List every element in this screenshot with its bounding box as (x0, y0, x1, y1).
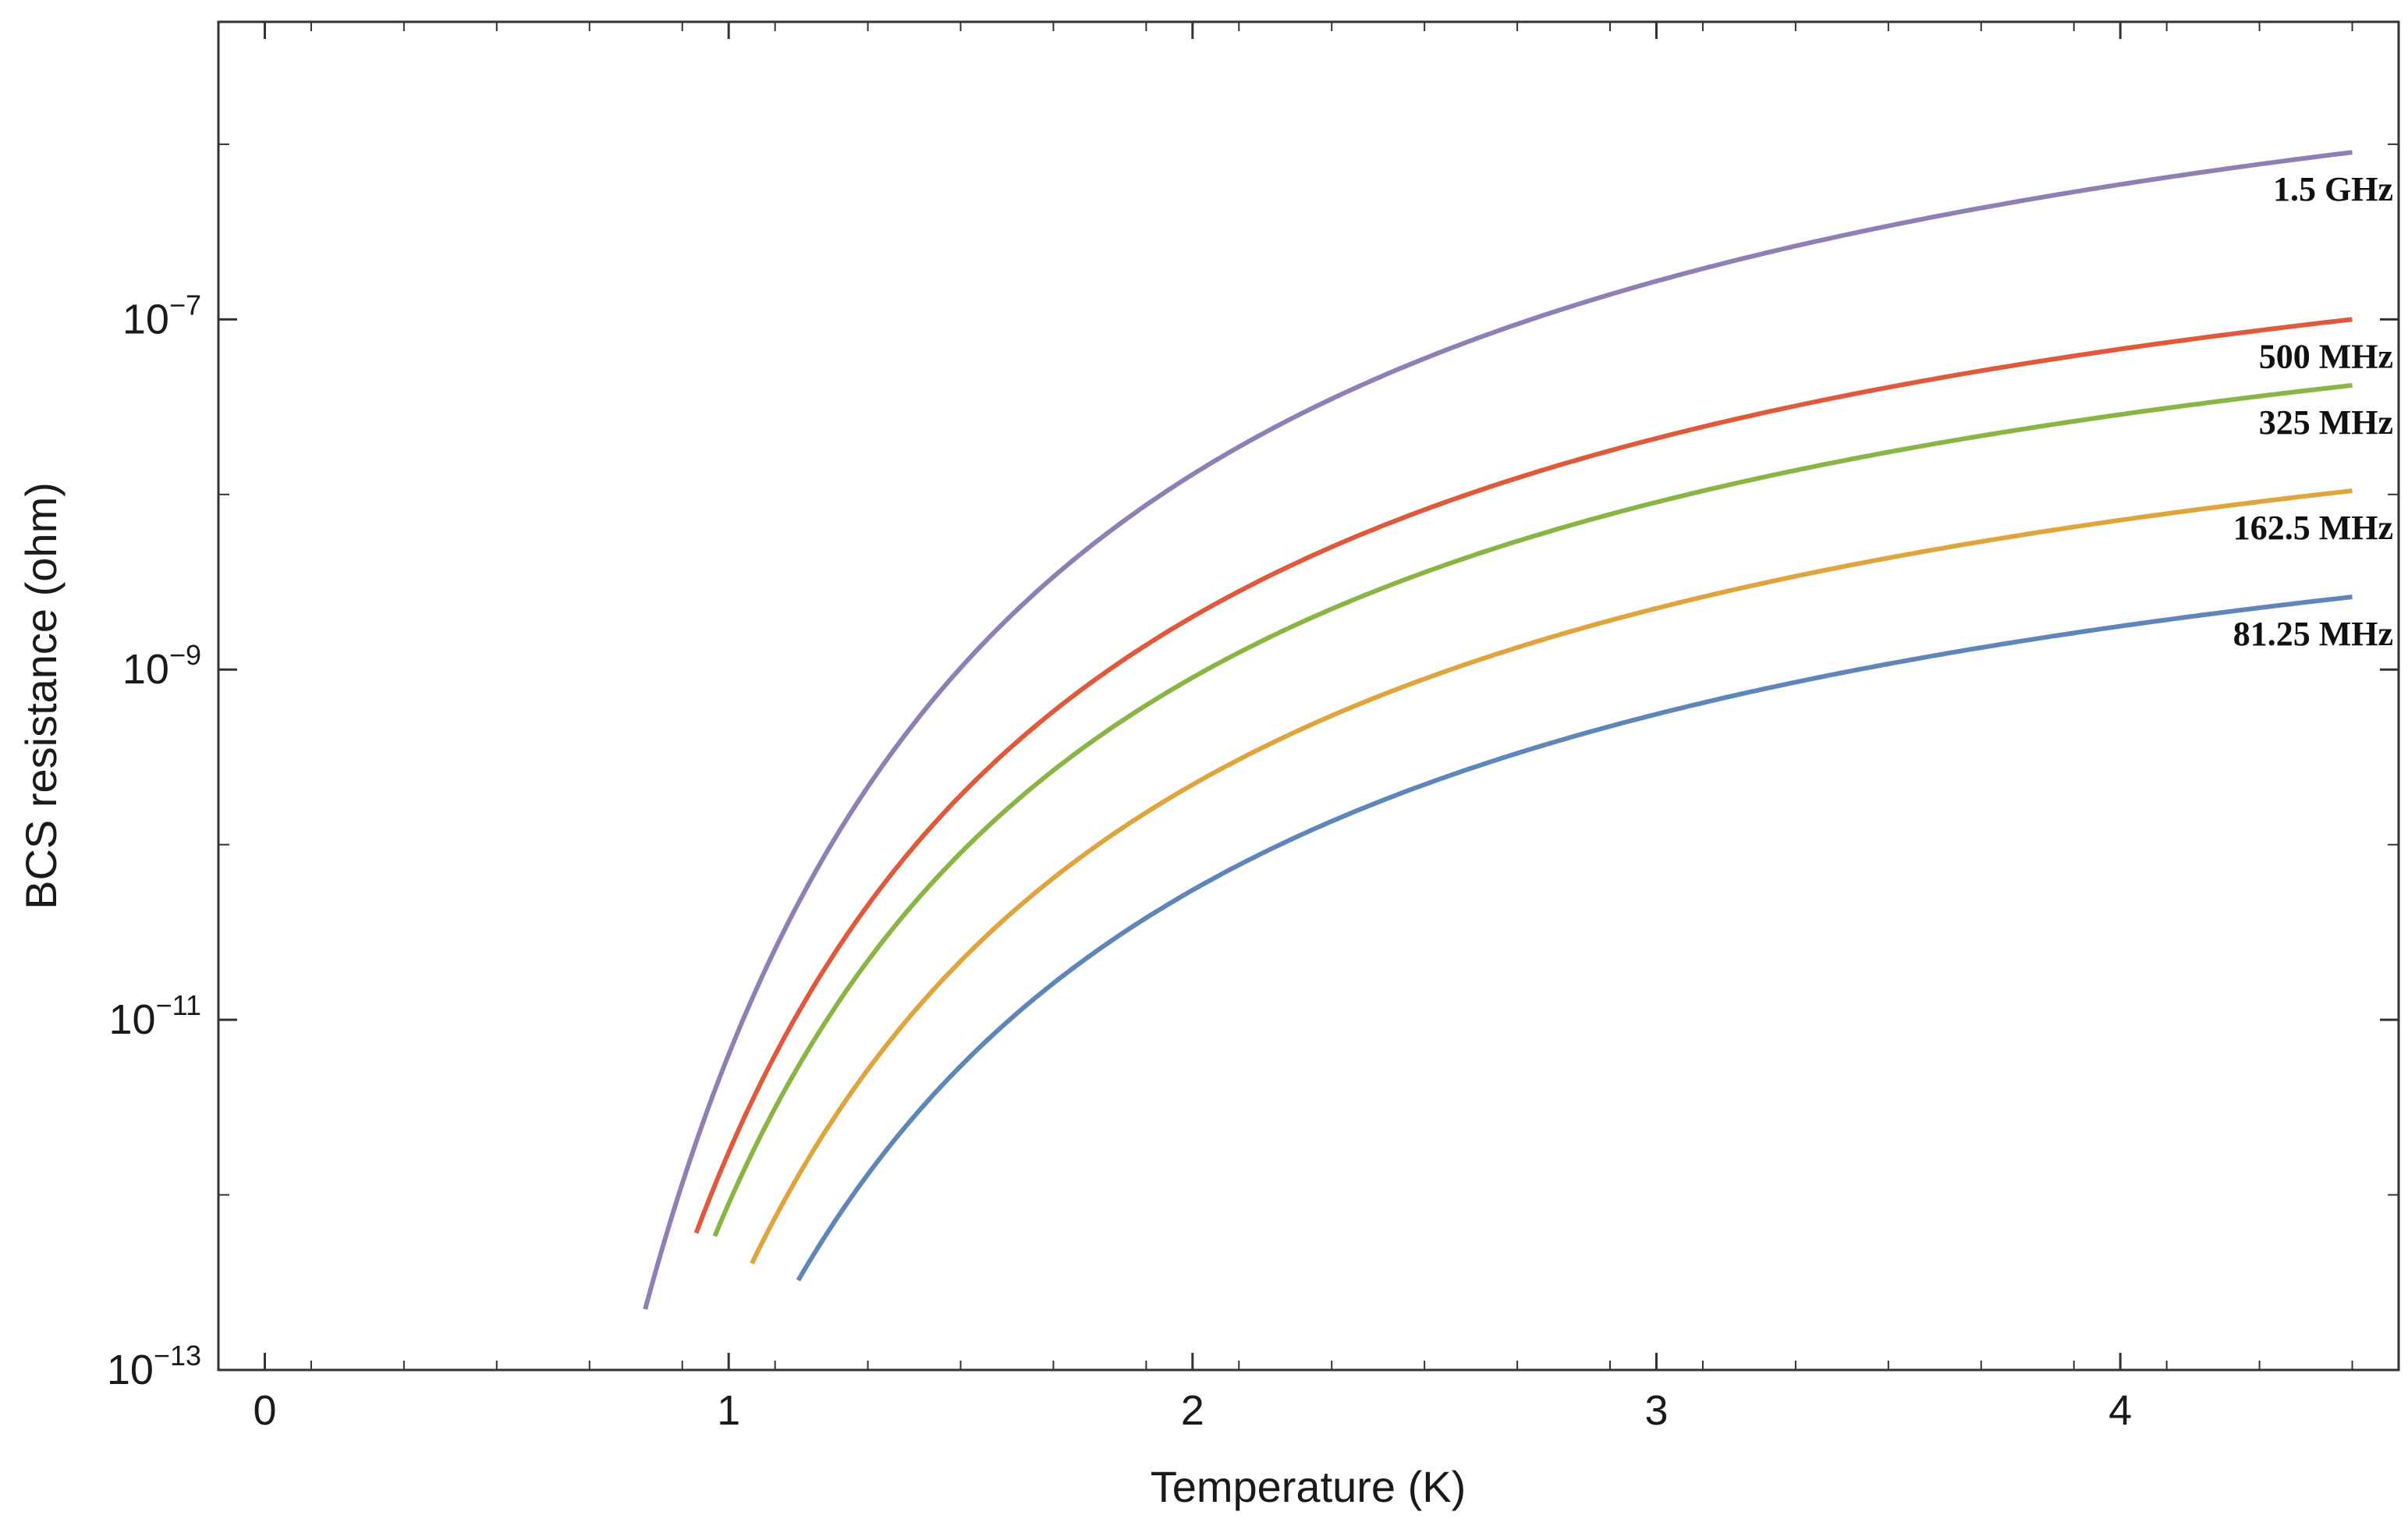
series-label: 325 MHz (2259, 403, 2393, 442)
y-tick-exponent: −13 (154, 1340, 201, 1372)
y-tick-label: 10−11 (109, 989, 201, 1043)
series-label: 162.5 MHz (2233, 509, 2393, 547)
y-tick-base: 10 (122, 646, 169, 693)
x-tick-label: 2 (1181, 1387, 1204, 1434)
x-tick-label: 1 (717, 1387, 740, 1434)
x-axis-title: Temperature (K) (1151, 1462, 1466, 1511)
y-tick-base: 10 (109, 996, 156, 1043)
y-tick-base: 10 (107, 1347, 154, 1393)
series-line (750, 488, 2353, 1265)
y-axis-title: BCS resistance (ohm) (16, 482, 66, 910)
y-tick-label: 10−13 (107, 1340, 201, 1393)
x-axis-ticks: 0 1 2 3 4 (218, 22, 2353, 1434)
y-tick-base: 10 (122, 296, 169, 342)
y-tick-label: 10−7 (122, 289, 201, 342)
series-labels: 1.5 GHz 500 MHz 325 MHz 162.5 MHz 81.25 MHz (2233, 170, 2393, 653)
y-tick-exponent: −7 (169, 289, 201, 321)
y-tick-exponent: −11 (156, 989, 201, 1021)
series-line (712, 382, 2353, 1237)
y-tick-label: 10−9 (122, 639, 201, 693)
series-line (643, 150, 2353, 1310)
series-label: 1.5 GHz (2273, 170, 2393, 208)
plot-frame (217, 20, 2400, 1372)
x-tick-label: 0 (253, 1387, 276, 1434)
series-label: 81.25 MHz (2233, 615, 2393, 653)
series-line (796, 594, 2353, 1282)
x-tick-label: 3 (1644, 1387, 1668, 1434)
series-line (693, 317, 2353, 1234)
x-tick-label: 4 (2108, 1387, 2132, 1434)
series-label: 500 MHz (2259, 337, 2393, 375)
y-tick-exponent: −9 (169, 639, 201, 671)
series-lines (643, 150, 2353, 1310)
